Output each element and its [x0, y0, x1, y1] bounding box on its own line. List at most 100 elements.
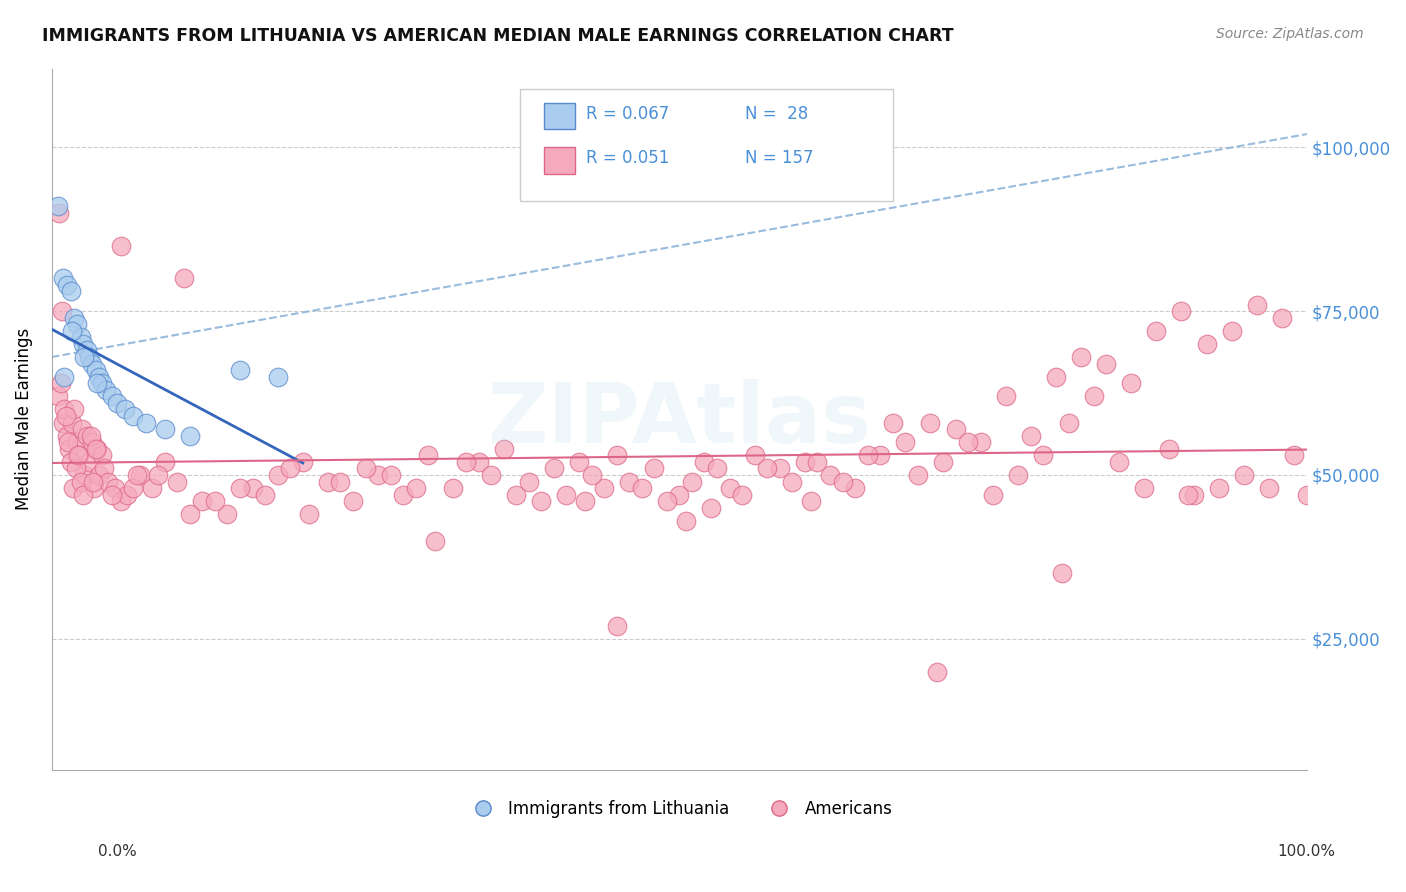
Point	[744, 448, 766, 462]
Text: ZIPAtlas: ZIPAtlas	[488, 379, 872, 459]
Point	[298, 508, 321, 522]
Point	[441, 481, 464, 495]
Point	[479, 467, 502, 482]
Point	[844, 481, 866, 495]
Point	[115, 488, 138, 502]
Point	[1070, 350, 1092, 364]
Point	[60, 324, 83, 338]
Point	[89, 369, 111, 384]
Point	[1144, 324, 1167, 338]
Point	[52, 416, 75, 430]
Point	[316, 475, 339, 489]
Point	[1057, 416, 1080, 430]
Point	[693, 455, 716, 469]
Point	[1182, 488, 1205, 502]
Point	[423, 533, 446, 548]
Point	[135, 416, 157, 430]
Point	[593, 481, 616, 495]
Text: N = 157: N = 157	[745, 149, 814, 167]
Point	[60, 416, 83, 430]
Point	[555, 488, 578, 502]
Point	[67, 448, 90, 462]
Point	[80, 357, 103, 371]
Point	[79, 350, 101, 364]
Point	[267, 467, 290, 482]
Point	[856, 448, 879, 462]
Point	[84, 442, 107, 456]
Point	[1220, 324, 1243, 338]
Point	[93, 461, 115, 475]
Point	[367, 467, 389, 482]
Point	[706, 461, 728, 475]
Point	[1258, 481, 1281, 495]
Point	[1157, 442, 1180, 456]
Point	[380, 467, 402, 482]
Point	[418, 448, 440, 462]
Text: N =  28: N = 28	[745, 105, 808, 123]
Point	[94, 383, 117, 397]
Point	[89, 467, 111, 482]
Point	[925, 665, 948, 679]
Point	[55, 409, 77, 423]
Point	[62, 481, 84, 495]
Point	[122, 409, 145, 423]
Point	[681, 475, 703, 489]
Point	[329, 475, 352, 489]
Point	[392, 488, 415, 502]
Point	[405, 481, 427, 495]
Point	[72, 337, 94, 351]
Text: Source: ZipAtlas.com: Source: ZipAtlas.com	[1216, 27, 1364, 41]
Point	[517, 475, 540, 489]
Point	[56, 428, 79, 442]
Point	[153, 455, 176, 469]
Point	[1195, 337, 1218, 351]
Point	[1083, 389, 1105, 403]
Point	[756, 461, 779, 475]
Point	[492, 442, 515, 456]
Point	[769, 461, 792, 475]
Point	[67, 448, 90, 462]
Point	[655, 494, 678, 508]
Point	[894, 435, 917, 450]
Point	[718, 481, 741, 495]
Text: R = 0.067: R = 0.067	[586, 105, 669, 123]
Point	[668, 488, 690, 502]
Point	[606, 619, 628, 633]
Point	[73, 467, 96, 482]
Point	[122, 481, 145, 495]
Point	[79, 455, 101, 469]
Point	[1284, 448, 1306, 462]
Point	[994, 389, 1017, 403]
Point	[700, 500, 723, 515]
Text: 100.0%: 100.0%	[1278, 845, 1336, 859]
Point	[1208, 481, 1230, 495]
Point	[818, 467, 841, 482]
Point	[242, 481, 264, 495]
Point	[58, 442, 80, 456]
Point	[882, 416, 904, 430]
Point	[59, 285, 82, 299]
Legend: Immigrants from Lithuania, Americans: Immigrants from Lithuania, Americans	[460, 794, 898, 825]
Point	[128, 467, 150, 482]
Point	[1177, 488, 1199, 502]
Point	[46, 199, 69, 213]
Point	[467, 455, 489, 469]
Point	[110, 494, 132, 508]
Point	[91, 376, 114, 391]
Point	[454, 455, 477, 469]
Point	[82, 475, 104, 489]
Point	[97, 475, 120, 489]
Point	[806, 455, 828, 469]
Point	[675, 514, 697, 528]
Point	[59, 455, 82, 469]
Point	[278, 461, 301, 475]
Point	[969, 435, 991, 450]
Point	[191, 494, 214, 508]
Text: IMMIGRANTS FROM LITHUANIA VS AMERICAN MEDIAN MALE EARNINGS CORRELATION CHART: IMMIGRANTS FROM LITHUANIA VS AMERICAN ME…	[42, 27, 953, 45]
Point	[204, 494, 226, 508]
Point	[1133, 481, 1156, 495]
Point	[354, 461, 377, 475]
Point	[831, 475, 853, 489]
Point	[66, 317, 89, 331]
Point	[105, 396, 128, 410]
